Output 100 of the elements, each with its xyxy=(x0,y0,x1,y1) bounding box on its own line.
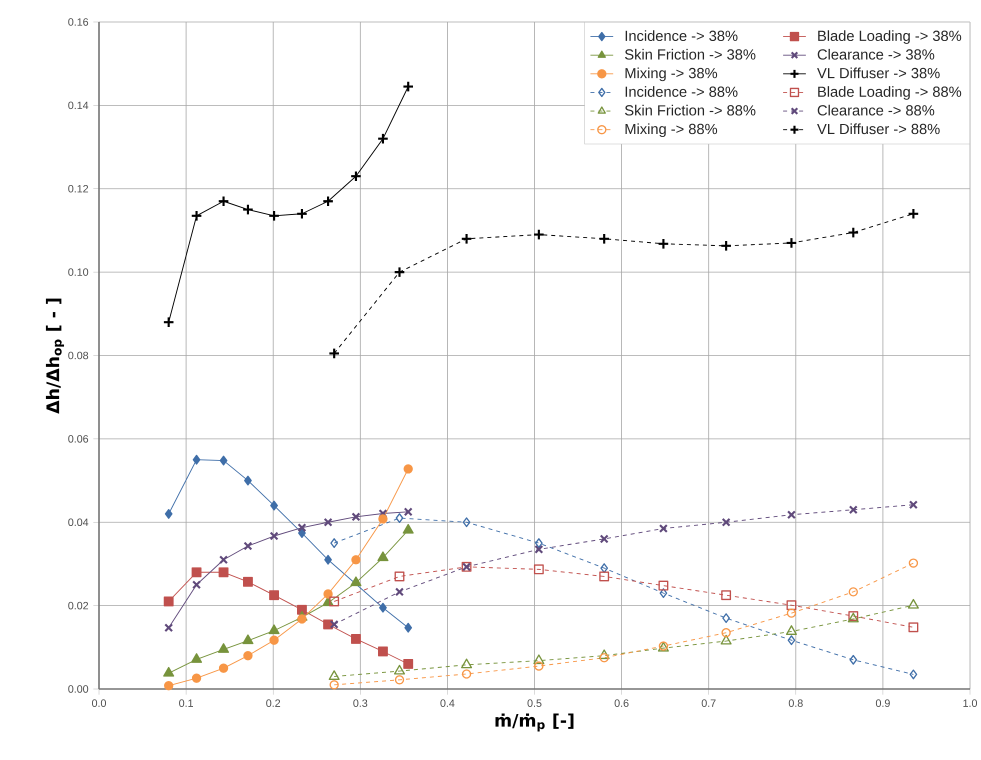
y-tick-label: 0.14 xyxy=(68,102,88,110)
point xyxy=(191,653,202,663)
point xyxy=(404,622,412,633)
point xyxy=(402,80,414,92)
point xyxy=(297,523,306,532)
point xyxy=(786,600,796,610)
point xyxy=(297,604,307,615)
point xyxy=(394,572,404,582)
point xyxy=(460,232,472,245)
point xyxy=(218,663,228,673)
point xyxy=(297,614,307,624)
point xyxy=(378,514,388,524)
point xyxy=(377,132,389,145)
point xyxy=(270,500,278,511)
point xyxy=(377,551,388,562)
x-axis-title: ṁ/ṁ$_{p}$ [-] xyxy=(496,713,574,732)
point xyxy=(720,240,732,252)
legend-label: Skin Friction -> 88% xyxy=(624,104,756,116)
point xyxy=(324,518,333,527)
point xyxy=(378,646,388,656)
point xyxy=(220,456,228,466)
point xyxy=(395,587,404,596)
legend-label: VL Diffuser -> 38% xyxy=(817,68,940,78)
point xyxy=(658,524,668,533)
point xyxy=(394,266,406,278)
point xyxy=(532,228,545,240)
point xyxy=(269,636,279,645)
y-tick-label: 0.08 xyxy=(68,352,88,360)
y-tick-label: 0.00 xyxy=(68,685,88,693)
point xyxy=(330,620,339,629)
point xyxy=(849,654,858,665)
point xyxy=(908,598,919,609)
point xyxy=(164,680,174,690)
x-tick-label: 0.7 xyxy=(702,699,716,707)
point xyxy=(786,237,798,249)
point xyxy=(163,666,174,677)
point xyxy=(908,208,920,220)
point xyxy=(190,210,202,222)
legend-label: Incidence -> 88% xyxy=(626,86,738,97)
point xyxy=(394,664,406,675)
point xyxy=(534,564,544,574)
point xyxy=(350,170,362,182)
y-tick-label: 0.06 xyxy=(68,435,88,443)
point xyxy=(599,572,610,582)
point xyxy=(164,623,174,632)
legend-label: Blade Loading -> 38% xyxy=(818,30,962,44)
point xyxy=(379,602,387,613)
point xyxy=(268,624,280,634)
x-tick-label: 0.4 xyxy=(440,699,455,707)
point xyxy=(600,653,609,662)
point xyxy=(330,680,339,690)
point xyxy=(848,587,858,597)
legend-label: Mixing -> 88% xyxy=(626,123,718,138)
point xyxy=(322,195,334,208)
y-tick-label: 0.10 xyxy=(68,268,88,276)
point xyxy=(192,567,202,578)
point xyxy=(722,613,730,624)
x-tick-label: 0.8 xyxy=(788,699,803,707)
point xyxy=(908,558,918,568)
point xyxy=(910,669,918,680)
point xyxy=(328,670,340,680)
point xyxy=(598,649,610,660)
point xyxy=(786,608,796,618)
point xyxy=(192,454,200,465)
point xyxy=(721,590,732,600)
point xyxy=(351,634,361,644)
point xyxy=(351,512,360,522)
point xyxy=(660,588,668,598)
point xyxy=(848,505,858,514)
point xyxy=(396,513,404,524)
point xyxy=(164,596,174,606)
point xyxy=(218,643,230,653)
point xyxy=(847,226,860,238)
point xyxy=(720,634,732,645)
point xyxy=(192,580,202,590)
y-tick-label: 0.12 xyxy=(68,184,88,193)
legend-label: Clearance -> 38% xyxy=(818,48,934,60)
point xyxy=(243,576,253,587)
x-tick-label: 1.0 xyxy=(963,699,978,707)
point xyxy=(244,476,252,486)
x-tick-label: 0.5 xyxy=(528,699,542,707)
point xyxy=(164,508,173,519)
point xyxy=(296,208,308,220)
point xyxy=(351,555,361,564)
point xyxy=(192,673,202,683)
point xyxy=(403,659,414,669)
point xyxy=(462,517,470,528)
y-axis-title: Δh/Δh$_{op}$ [ - ] xyxy=(46,298,64,414)
point xyxy=(324,554,332,565)
point xyxy=(658,238,670,250)
point xyxy=(534,544,544,554)
x-tick-label: 0.2 xyxy=(266,699,280,707)
x-tick-label: 0.3 xyxy=(353,699,368,707)
point xyxy=(908,622,918,632)
point xyxy=(270,532,279,540)
point xyxy=(402,524,414,534)
point xyxy=(330,538,338,548)
x-tick-label: 0.6 xyxy=(614,699,629,707)
x-tick-label: 0.1 xyxy=(179,699,193,707)
point xyxy=(404,464,413,474)
